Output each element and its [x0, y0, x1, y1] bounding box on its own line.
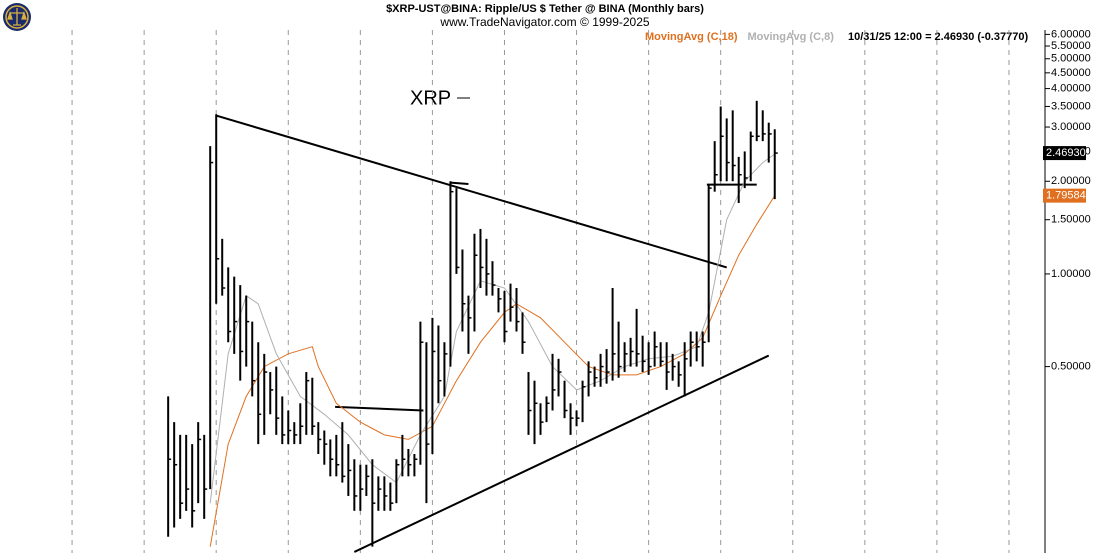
y-tick-label: 4.00000	[1051, 82, 1091, 94]
last-price-label: 2.46930	[1046, 147, 1086, 159]
logo	[3, 3, 31, 31]
status-text: 10/31/25 12:00 = 2.46930 (-0.37770)	[848, 31, 1028, 43]
y-tick-label: 4.50000	[1051, 67, 1091, 79]
trendline	[215, 114, 727, 269]
y-tick-label: 2.00000	[1051, 175, 1091, 187]
trendline	[353, 354, 770, 553]
trendline	[450, 181, 469, 185]
annotation: XRP	[410, 87, 451, 109]
y-tick-label: 5.00000	[1051, 53, 1091, 65]
y-tick-label: 3.00000	[1051, 121, 1091, 133]
ma-last-box	[1043, 188, 1086, 203]
y-tick-label: 1.00000	[1051, 268, 1091, 280]
moving-average-line	[209, 195, 776, 547]
y-tick-label: 6.00000	[1051, 28, 1091, 40]
y-tick-label: 5.50000	[1051, 40, 1091, 52]
y-tick-label: 1.50000	[1051, 214, 1091, 226]
ma-last-label: 1.79584	[1046, 190, 1086, 202]
legend-entry: MovingAvg (C,18)	[645, 31, 738, 43]
chart-title: $XRP-UST@BINA: Ripple/US $ Tether @ BINA…	[386, 3, 704, 15]
y-tick-label: 0.50000	[1051, 360, 1091, 372]
chart-subtitle: www.TradeNavigator.com © 1999-2025	[439, 15, 649, 29]
y-tick-label: 3.50000	[1051, 100, 1091, 112]
last-price-box	[1043, 146, 1086, 161]
legend-entry: MovingAvg (C,8)	[748, 31, 835, 43]
trendline	[335, 405, 424, 412]
